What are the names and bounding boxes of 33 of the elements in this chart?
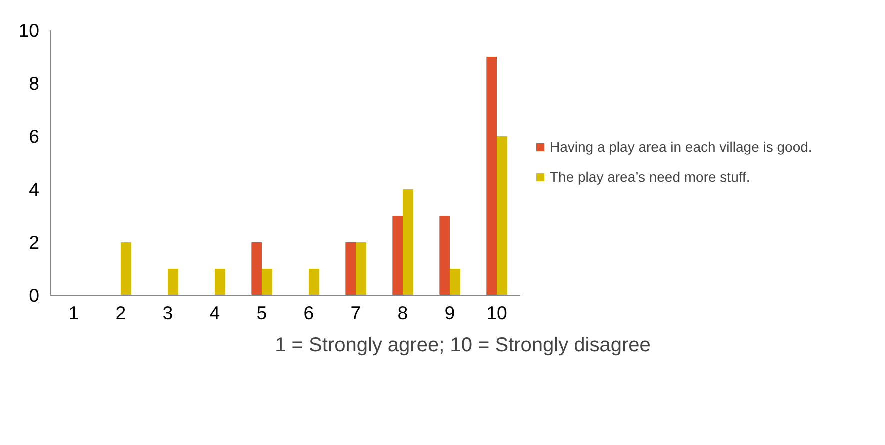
x-tick-label: 10 — [486, 302, 508, 324]
x-tick-label: 7 — [350, 302, 362, 324]
bar — [392, 216, 403, 296]
bar — [356, 242, 366, 296]
y-tick-label: 4 — [29, 179, 40, 200]
bar — [262, 269, 272, 296]
bar — [450, 269, 460, 296]
y-tick-label: 10 — [18, 20, 40, 41]
bar — [252, 242, 262, 296]
x-tick-label: 3 — [162, 302, 174, 324]
bar — [403, 190, 414, 296]
bar — [486, 57, 497, 296]
bar — [440, 216, 450, 296]
x-tick-label: 8 — [398, 302, 408, 324]
bar — [121, 242, 132, 296]
bar — [168, 269, 178, 296]
x-axis-title: 1 = Strongly agree; 10 = Strongly disagree — [275, 334, 651, 356]
x-tick-label: 2 — [116, 302, 126, 324]
y-tick-label: 0 — [29, 285, 40, 306]
x-tick-label: 9 — [444, 302, 456, 324]
bar — [497, 136, 508, 296]
legend-label: The play area’s need more stuff. — [550, 169, 750, 185]
bar — [309, 269, 320, 296]
x-tick-label: 4 — [210, 302, 220, 324]
bar — [346, 242, 356, 296]
x-tick-label: 6 — [304, 302, 314, 324]
legend-label: Having a play area in each village is good. — [550, 139, 812, 155]
x-tick-label: 5 — [256, 302, 268, 324]
y-tick-label: 2 — [29, 232, 40, 253]
bar — [215, 269, 226, 296]
x-tick-label: 1 — [68, 302, 80, 324]
y-tick-label: 6 — [29, 126, 40, 147]
y-tick-label: 8 — [29, 73, 40, 94]
